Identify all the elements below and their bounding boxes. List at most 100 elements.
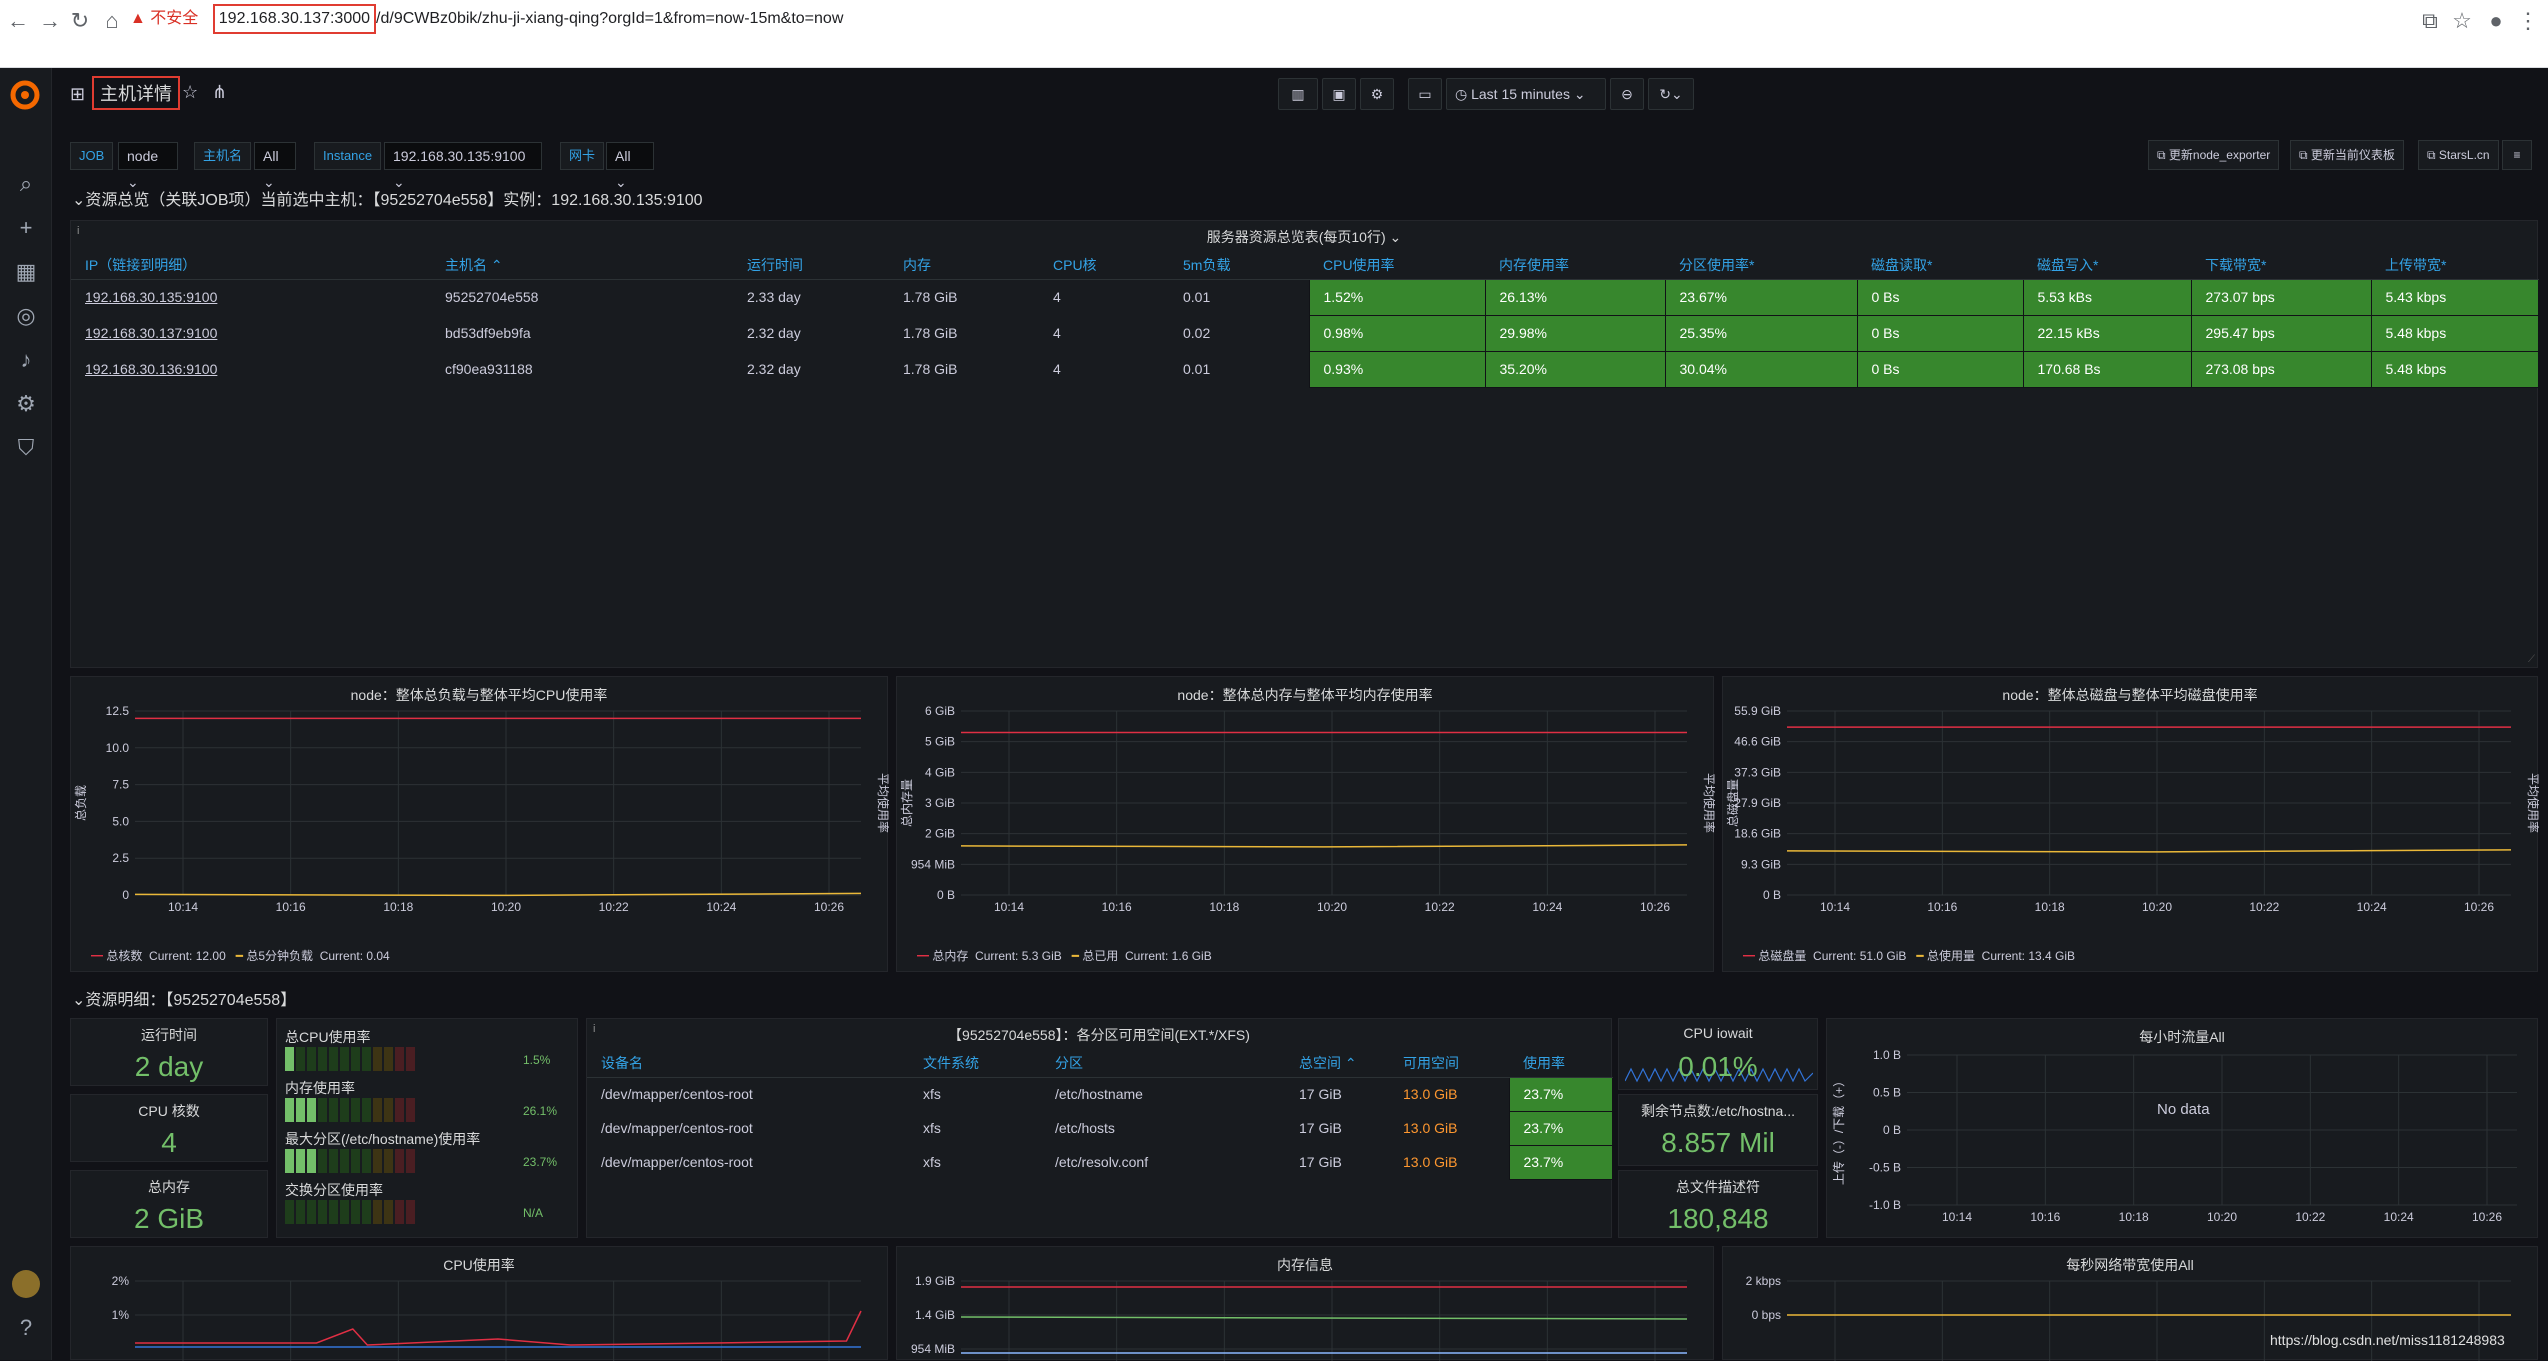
col-upload[interactable]: 上传带宽*	[2371, 251, 2539, 280]
mem-info-title[interactable]: 内存信息	[1277, 1257, 1333, 1273]
col-mem-usage[interactable]: 内存使用率	[1485, 251, 1665, 280]
var-hostname-select[interactable]: All ⌄	[254, 142, 296, 190]
row-overview-title[interactable]: ⌄资源总览（关联JOB项）当前选中主机：【95252704e558】实例：192…	[72, 192, 703, 209]
stat-iowait-title[interactable]: CPU iowait	[1683, 1025, 1753, 1041]
col-usage[interactable]: 使用率	[1509, 1049, 1613, 1078]
col-fstype[interactable]: 文件系统	[909, 1049, 1041, 1078]
var-job-select[interactable]: node ⌄	[118, 142, 178, 190]
x-tick-label: 10:26	[814, 900, 844, 914]
col-ip[interactable]: IP（链接到明细）	[71, 251, 431, 280]
table-cell[interactable]: 192.168.30.135:9100	[85, 289, 218, 306]
table-cell: /dev/mapper/centos-root	[601, 1086, 753, 1103]
home-icon[interactable]: ⌂	[105, 8, 119, 33]
fs-table-title[interactable]: 【95252704e558】：各分区可用空间(EXT.*/XFS)	[948, 1027, 1250, 1043]
table-row[interactable]: 192.168.30.136:9100 cf90ea931188 2.32 day 1…	[71, 350, 2539, 388]
disk-legend: ━ 总磁盘量 Current: 51.0 GiB ━ 总使用量 Current:…	[1743, 949, 2076, 963]
col-cpu-usage[interactable]: CPU使用率	[1309, 251, 1485, 280]
search-icon[interactable]: ⌕	[19, 171, 33, 196]
legend-total-mem[interactable]: 总内存 Current: 5.3 GiB	[932, 949, 1062, 963]
cpu-load-title[interactable]: node：整体总负载与整体平均CPU使用率	[350, 687, 608, 703]
link-starsl[interactable]: ⧉ StarsL.cn	[2418, 140, 2499, 170]
link-update-node-exporter[interactable]: ⧉ 更新node_exporter	[2148, 140, 2280, 170]
col-avail[interactable]: 可用空间	[1389, 1049, 1509, 1078]
col-load5[interactable]: 5m负载	[1169, 251, 1309, 280]
col-download[interactable]: 下载带宽*	[2191, 251, 2371, 280]
overview-table-title[interactable]: 服务器资源总览表(每页10行) ⌄	[1206, 229, 1402, 245]
zoom-out-icon[interactable]: ⊖	[1610, 78, 1644, 110]
col-disk-write[interactable]: 磁盘写入*	[2023, 251, 2191, 280]
save-icon[interactable]: ▣	[1322, 78, 1356, 110]
table-row[interactable]: /dev/mapper/centos-root xfs/etc/hosts 17 G…	[587, 1110, 1613, 1146]
tv-mode-icon[interactable]: ▭	[1408, 78, 1442, 110]
help-icon[interactable]: ?	[19, 1315, 33, 1340]
col-device[interactable]: 设备名	[587, 1049, 909, 1078]
user-avatar[interactable]	[12, 1270, 40, 1298]
table-cell: 17 GiB	[1299, 1086, 1342, 1103]
col-cpu-cores[interactable]: CPU核	[1039, 251, 1169, 280]
alerting-bell-icon[interactable]: ♪	[20, 347, 32, 372]
legend-used-disk[interactable]: 总使用量 Current: 13.4 GiB	[1926, 949, 2076, 963]
var-instance-select[interactable]: 192.168.30.135:9100 ⌄	[384, 142, 542, 190]
settings-gear-icon[interactable]: ⚙	[16, 391, 36, 416]
col-memory[interactable]: 内存	[889, 251, 1039, 280]
stat-inodes-title[interactable]: 剩余节点数:/etc/hostna...	[1640, 1103, 1796, 1119]
stat-mem-total-title[interactable]: 总内存	[148, 1179, 190, 1195]
forward-icon[interactable]: →	[39, 8, 61, 33]
col-mount[interactable]: 分区	[1041, 1049, 1285, 1078]
table-row[interactable]: 192.168.30.137:9100 bd53df9eb9fa 2.32 day 1…	[71, 314, 2539, 352]
profile-icon[interactable]: ●	[2489, 8, 2503, 33]
legend-load5[interactable]: 总5分钟负载 Current: 0.04	[246, 949, 390, 963]
bookmark-star-icon[interactable]: ☆	[2452, 8, 2472, 33]
var-nic-select[interactable]: All ⌄	[606, 142, 654, 190]
col-uptime[interactable]: 运行时间	[733, 251, 889, 280]
dashboard-title[interactable]: 主机详情	[92, 76, 180, 110]
x-tick-label: 10:24	[1532, 900, 1562, 914]
stat-cpu-cores-title[interactable]: CPU 核数	[138, 1103, 200, 1119]
legend-used-mem[interactable]: 总已用 Current: 1.6 GiB	[1082, 949, 1212, 963]
hamburger-icon[interactable]: ≡	[2502, 140, 2532, 170]
reload-icon[interactable]: ↻	[70, 8, 90, 33]
plus-icon[interactable]: +	[19, 215, 33, 240]
translate-icon[interactable]: ⧉	[2422, 8, 2438, 33]
table-row[interactable]: 192.168.30.135:9100 95252704e558 2.33 day 1…	[71, 278, 2539, 316]
table-cell: 17 GiB	[1299, 1154, 1342, 1170]
legend-total-cores[interactable]: 总核数 Current: 12.00	[106, 949, 226, 963]
table-cell: 25.35%	[1664, 314, 1858, 352]
dashboards-grid-icon[interactable]: ⊞	[70, 84, 86, 104]
table-cell: 0.93%	[1308, 350, 1486, 388]
col-partition-usage[interactable]: 分区使用率*	[1665, 251, 1857, 280]
dashboard-settings-icon[interactable]: ⚙	[1360, 78, 1394, 110]
star-icon[interactable]: ☆	[182, 82, 199, 102]
mem-title[interactable]: node：整体总内存与整体平均内存使用率	[1177, 687, 1433, 703]
link-update-dashboard[interactable]: ⧉ 更新当前仪表板	[2290, 140, 2404, 170]
table-cell: 0.01	[1183, 361, 1211, 377]
table-cell[interactable]: 192.168.30.136:9100	[85, 361, 218, 377]
table-row[interactable]: /dev/mapper/centos-root xfs/etc/resolv.co…	[587, 1144, 1613, 1180]
disk-title[interactable]: node：整体总磁盘与整体平均磁盘使用率	[2002, 687, 2258, 703]
col-hostname[interactable]: 主机名 ⌃	[431, 251, 733, 280]
refresh-icon[interactable]: ↻⌄	[1648, 78, 1694, 110]
back-icon[interactable]: ←	[7, 8, 29, 33]
add-panel-icon[interactable]: ▥	[1278, 78, 1318, 110]
shield-icon[interactable]: ⛉	[17, 435, 35, 460]
net-bandwidth-title[interactable]: 每秒网络带宽使用All	[2066, 1257, 2194, 1273]
traffic-title[interactable]: 每小时流量All	[2139, 1029, 2225, 1045]
resize-handle-icon[interactable]: ⟋	[2528, 654, 2535, 665]
legend-total-disk[interactable]: 总磁盘量 Current: 51.0 GiB	[1758, 949, 1907, 963]
dashboards-icon[interactable]: ▦	[15, 259, 37, 284]
address-bar[interactable]: ▲ 不安全 192.168.30.137:3000/d/9CWBz0bik/zh…	[130, 2, 2510, 36]
cpu-usage-title[interactable]: CPU使用率	[443, 1257, 515, 1273]
stat-uptime-title[interactable]: 运行时间	[141, 1027, 197, 1043]
share-icon[interactable]: ⋔	[212, 82, 228, 102]
col-size[interactable]: 总空间 ⌃	[1285, 1049, 1389, 1078]
row-detail-title[interactable]: ⌄资源明细：【95252704e558】	[72, 992, 297, 1009]
time-picker[interactable]: ◷ Last 15 minutes ⌄	[1446, 78, 1606, 110]
table-cell[interactable]: 192.168.30.137:9100	[85, 325, 218, 341]
explore-compass-icon[interactable]: ◎	[16, 303, 36, 328]
bargauge-segment	[351, 1098, 360, 1122]
stat-fds-title[interactable]: 总文件描述符	[1676, 1179, 1760, 1195]
col-disk-read[interactable]: 磁盘读取*	[1857, 251, 2023, 280]
table-row[interactable]: /dev/mapper/centos-root xfs/etc/hostname 1…	[587, 1076, 1613, 1112]
menu-kebab-icon[interactable]: ⋮	[2517, 8, 2539, 33]
grafana-logo-icon[interactable]	[8, 78, 42, 112]
